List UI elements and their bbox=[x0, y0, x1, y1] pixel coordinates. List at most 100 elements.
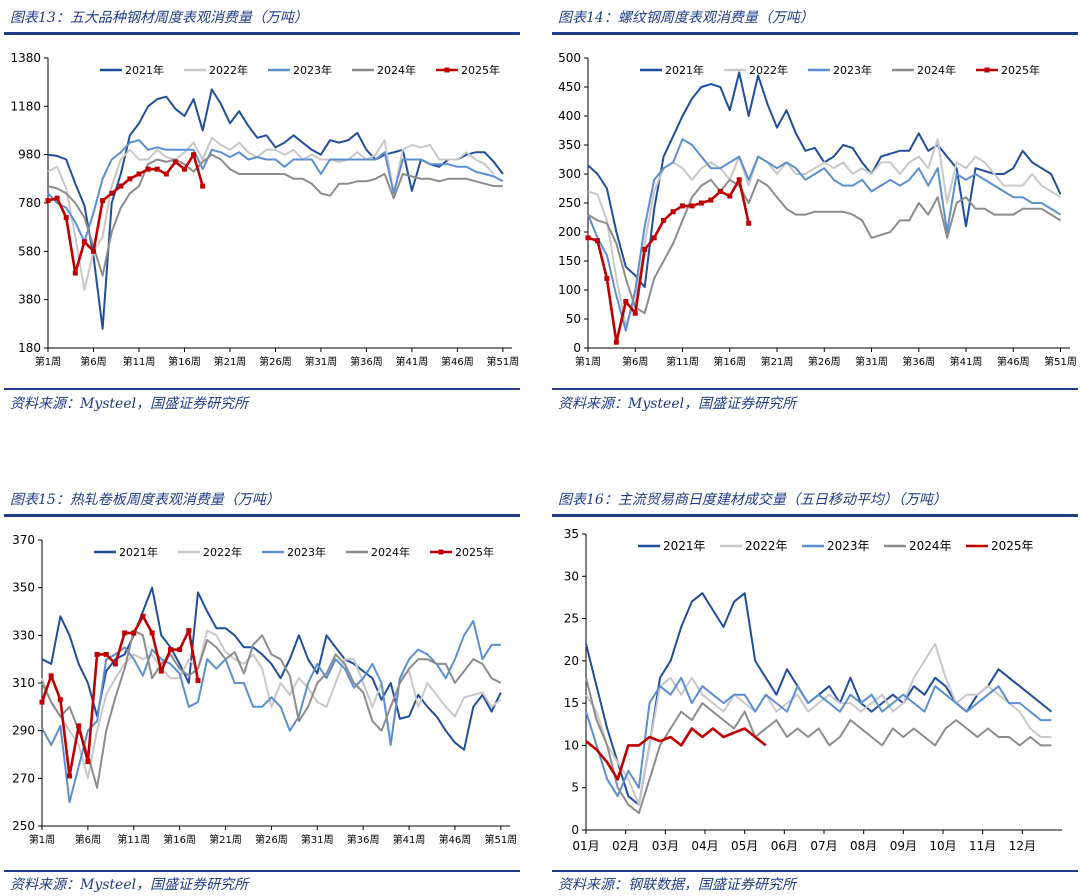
series-line-2021 bbox=[47, 88, 504, 330]
y-tick-label: 500 bbox=[558, 51, 581, 65]
point-2025 bbox=[746, 220, 752, 226]
x-tick-label: 第41周 bbox=[393, 833, 426, 846]
panel-bottom-rule bbox=[552, 870, 1078, 872]
x-tick-label: 11月 bbox=[969, 839, 996, 853]
legend-label-2024: 2024年 bbox=[377, 63, 416, 77]
point-2025 bbox=[623, 299, 629, 305]
x-tick-label: 07月 bbox=[810, 839, 837, 853]
point-2025 bbox=[585, 235, 591, 241]
x-tick-label: 02月 bbox=[612, 839, 639, 853]
chart-steel-five-varieties: 180 380 580 780 980 1180 1380 第1周 第6周 第11周 第16周 第21… bbox=[10, 51, 519, 368]
y-tick-label: 100 bbox=[558, 283, 581, 297]
x-tick-label: 第21周 bbox=[761, 355, 794, 368]
legend-label-2021: 2021年 bbox=[125, 63, 164, 77]
legend-label-2025: 2025年 bbox=[455, 545, 494, 559]
point-2025 bbox=[167, 647, 173, 653]
point-2025 bbox=[191, 152, 197, 158]
x-tick-label: 第1周 bbox=[29, 833, 55, 846]
x-tick-label: 第46周 bbox=[439, 833, 472, 846]
point-2025 bbox=[57, 697, 63, 703]
panel-top-rule bbox=[552, 32, 1078, 35]
y-tick-label: 310 bbox=[12, 676, 35, 690]
point-2025 bbox=[163, 171, 169, 177]
legend-label-2021: 2021年 bbox=[119, 545, 158, 559]
point-2025 bbox=[145, 166, 151, 172]
point-2025 bbox=[127, 176, 133, 182]
point-2025 bbox=[131, 630, 137, 636]
x-tick-label: 第16周 bbox=[713, 355, 746, 368]
point-2025 bbox=[149, 630, 155, 636]
x-tick-label: 第11周 bbox=[123, 355, 156, 368]
x-tick-label: 04月 bbox=[691, 839, 718, 853]
series-line-2022 bbox=[47, 136, 495, 291]
x-tick-label: 第26周 bbox=[255, 833, 288, 846]
panel-trader-volume: 图表16：主流贸易商日度建材成交量（五日移动平均）（万吨） 0 5 10 15 20 25… bbox=[548, 484, 1078, 896]
point-2025 bbox=[136, 171, 142, 177]
x-tick-label: 第11周 bbox=[117, 833, 150, 846]
legend-label-2023: 2023年 bbox=[287, 545, 326, 559]
x-tick-label: 第11周 bbox=[666, 355, 699, 368]
legend-marker bbox=[984, 67, 990, 73]
point-2025 bbox=[736, 177, 742, 183]
x-tick-label: 第16周 bbox=[163, 833, 196, 846]
point-2025 bbox=[140, 613, 146, 619]
series-line-2022 bbox=[585, 642, 1052, 806]
x-tick-label: 05月 bbox=[731, 839, 758, 853]
x-tick-label: 第31周 bbox=[301, 833, 334, 846]
point-2025 bbox=[604, 275, 610, 281]
legend-label-2024: 2024年 bbox=[909, 539, 952, 553]
point-2025 bbox=[642, 246, 648, 252]
point-2025 bbox=[154, 166, 160, 172]
x-tick-label: 第46周 bbox=[441, 355, 474, 368]
x-tick-label: 第21周 bbox=[214, 355, 247, 368]
y-tick-label: 0 bbox=[571, 823, 579, 837]
y-tick-label: 380 bbox=[18, 293, 41, 307]
point-2025 bbox=[680, 203, 686, 209]
panel-bottom-rule bbox=[552, 388, 1078, 390]
point-2025 bbox=[45, 198, 51, 204]
y-tick-label: 200 bbox=[558, 225, 581, 239]
point-2025 bbox=[67, 773, 73, 779]
point-2025 bbox=[181, 166, 187, 172]
panel-bottom-rule bbox=[4, 870, 520, 872]
x-tick-label: 第1周 bbox=[35, 355, 61, 368]
legend-label-2022: 2022年 bbox=[749, 63, 788, 77]
y-tick-label: 25 bbox=[564, 612, 579, 626]
x-tick-label: 第6周 bbox=[75, 833, 101, 846]
x-tick-label: 第21周 bbox=[209, 833, 242, 846]
y-tick-label: 180 bbox=[18, 341, 41, 355]
panel-bottom-rule bbox=[4, 388, 520, 390]
point-2025 bbox=[118, 183, 124, 189]
panel-top-rule bbox=[4, 32, 520, 35]
x-tick-label: 第51周 bbox=[1044, 355, 1077, 368]
point-2025 bbox=[613, 339, 619, 345]
series-line-2025 bbox=[585, 727, 767, 781]
point-2025 bbox=[200, 183, 206, 189]
legend-label-2023: 2023年 bbox=[293, 63, 332, 77]
point-2025 bbox=[698, 200, 704, 206]
legend-label-2022: 2022年 bbox=[209, 63, 248, 77]
point-2025 bbox=[81, 239, 87, 245]
series-line-2022 bbox=[587, 138, 1062, 326]
x-tick-label: 第26周 bbox=[808, 355, 841, 368]
panel-source: 资料来源：Mysteel，国盛证券研究所 bbox=[10, 877, 249, 893]
legend-label-2024: 2024年 bbox=[917, 63, 956, 77]
y-tick-label: 450 bbox=[558, 80, 581, 94]
x-tick-label: 第26周 bbox=[259, 355, 292, 368]
x-tick-label: 09月 bbox=[890, 839, 917, 853]
x-tick-label: 第31周 bbox=[305, 355, 338, 368]
chart-trader-volume: 0 5 10 15 20 25 30 35 01月 02月 03月 04月 05月 06月 07月 08月 09… bbox=[564, 527, 1062, 853]
point-2025 bbox=[109, 190, 115, 196]
legend-label-2025: 2025年 bbox=[461, 63, 500, 77]
point-2025 bbox=[94, 651, 100, 657]
legend-label-2021: 2021年 bbox=[663, 539, 706, 553]
y-tick-label: 15 bbox=[564, 696, 579, 710]
point-2025 bbox=[717, 188, 723, 194]
point-2025 bbox=[195, 678, 201, 684]
panel-source: 资料来源：钢联数据，国盛证券研究所 bbox=[558, 877, 796, 893]
series-line-2024 bbox=[585, 677, 1052, 815]
y-tick-label: 1180 bbox=[10, 99, 41, 113]
x-tick-label: 第6周 bbox=[80, 355, 106, 368]
x-tick-label: 12月 bbox=[1009, 839, 1036, 853]
point-2025 bbox=[63, 215, 69, 220]
